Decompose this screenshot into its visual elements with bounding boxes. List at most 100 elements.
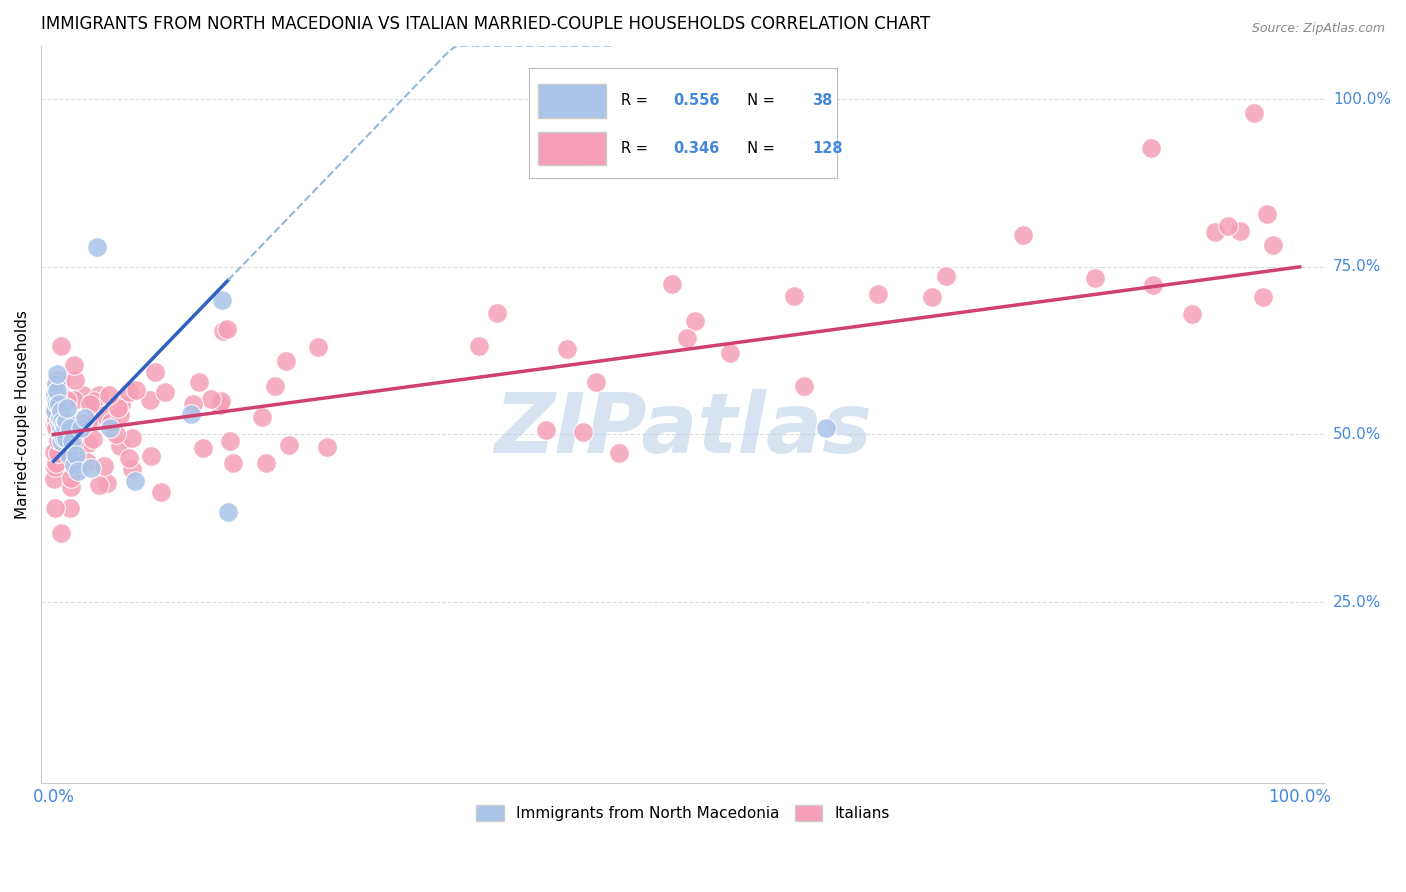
Point: [105, 426, 128, 441]
Point: [76, 415, 98, 429]
Point: [52, 417, 75, 432]
Point: [87, 387, 110, 401]
Point: [815, 421, 838, 435]
Point: [59, 437, 82, 451]
Point: [79, 413, 101, 427]
Point: [52, 418, 75, 433]
Point: [1142, 277, 1164, 292]
Point: [80, 461, 103, 475]
Point: [98, 421, 121, 435]
Point: [675, 331, 697, 345]
Point: [1253, 290, 1275, 304]
Point: [110, 397, 132, 411]
Point: [139, 393, 162, 408]
Point: [59, 501, 82, 516]
Point: [180, 408, 202, 422]
Point: [46, 461, 69, 475]
Point: [150, 484, 173, 499]
Point: [63, 428, 86, 442]
Point: [277, 438, 299, 452]
Legend: Immigrants from North Macedonia, Italians: Immigrants from North Macedonia, Italian…: [470, 799, 896, 827]
Point: [51, 449, 73, 463]
Point: [121, 462, 143, 476]
Point: [83, 394, 105, 409]
Point: [58, 441, 80, 455]
Point: [62, 458, 84, 472]
Point: [63, 373, 86, 387]
Point: [49, 421, 72, 435]
Point: [51, 429, 73, 443]
Point: [49, 418, 72, 433]
Point: [48, 380, 70, 394]
Point: [46, 449, 69, 463]
Point: [45, 373, 67, 387]
Point: [55, 392, 77, 407]
Point: [44, 404, 66, 418]
Point: [52, 431, 75, 445]
Point: [264, 379, 287, 393]
Point: [45, 393, 67, 408]
Point: [921, 290, 943, 304]
Point: [49, 427, 72, 442]
Point: [125, 383, 148, 397]
Point: [63, 393, 86, 408]
Point: [49, 410, 72, 425]
Point: [58, 448, 80, 462]
Point: [1243, 105, 1265, 120]
Point: [44, 445, 66, 459]
Point: [60, 471, 83, 485]
Text: IMMIGRANTS FROM NORTH MACEDONIA VS ITALIAN MARRIED-COUPLE HOUSEHOLDS CORRELATION: IMMIGRANTS FROM NORTH MACEDONIA VS ITALI…: [41, 15, 931, 33]
Point: [793, 379, 815, 393]
Point: [191, 441, 214, 455]
Point: [70, 417, 93, 431]
Point: [52, 399, 75, 413]
Point: [63, 358, 86, 372]
Point: [44, 418, 66, 433]
Point: [1229, 224, 1251, 238]
Point: [215, 322, 238, 336]
Point: [555, 342, 578, 356]
Point: [53, 426, 76, 441]
Point: [44, 460, 66, 475]
Point: [124, 475, 146, 489]
Point: [49, 339, 72, 353]
Point: [77, 436, 100, 450]
Point: [93, 408, 115, 422]
Point: [48, 426, 70, 441]
Point: [107, 401, 129, 415]
Text: 100.0%: 100.0%: [1333, 92, 1391, 107]
Point: [45, 456, 67, 470]
Point: [56, 401, 79, 415]
Point: [46, 433, 69, 447]
Point: [250, 410, 273, 425]
Point: [96, 476, 118, 491]
Point: [60, 480, 83, 494]
Point: [55, 414, 77, 428]
Point: [62, 435, 84, 450]
Point: [1204, 225, 1226, 239]
Point: [46, 367, 69, 381]
Point: [200, 392, 222, 406]
Point: [607, 446, 630, 460]
Point: [70, 421, 93, 435]
Point: [45, 421, 67, 435]
Point: [1012, 228, 1035, 243]
Point: [683, 313, 706, 327]
Point: [118, 384, 141, 399]
Point: [486, 306, 509, 320]
Point: [76, 455, 98, 469]
Point: [187, 375, 209, 389]
Point: [46, 445, 69, 459]
Point: [51, 526, 73, 541]
Point: [59, 451, 82, 466]
Point: [110, 408, 132, 422]
Text: 25.0%: 25.0%: [1333, 595, 1381, 609]
Point: [66, 417, 89, 432]
Point: [935, 268, 957, 283]
Point: [718, 346, 741, 360]
Point: [98, 388, 121, 402]
Point: [51, 416, 73, 430]
Point: [1256, 207, 1278, 221]
Point: [55, 431, 77, 445]
Point: [79, 397, 101, 411]
